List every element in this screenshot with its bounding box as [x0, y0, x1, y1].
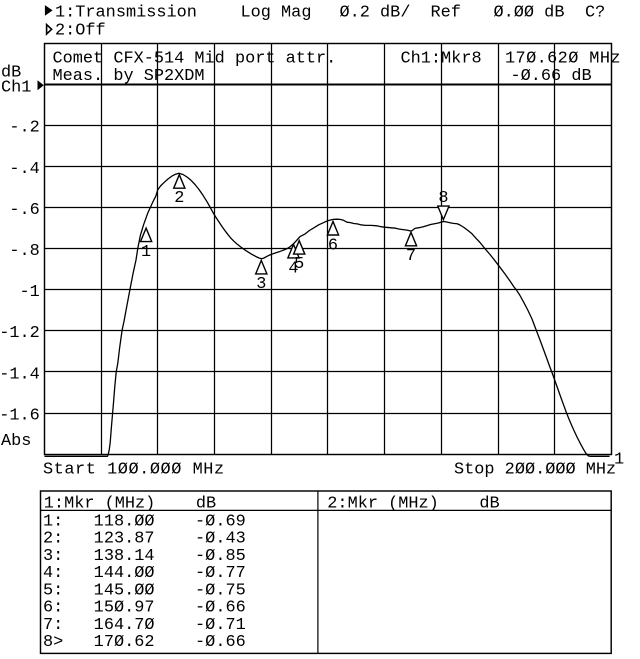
- svg-text:dB: dB: [1, 63, 21, 82]
- svg-text:7: 164.7Ø -Ø.71: 7: 164.7Ø -Ø.71: [43, 616, 246, 635]
- svg-text:8> 17Ø.62 -Ø.66: 8> 17Ø.62 -Ø.66: [43, 633, 246, 652]
- svg-text:Ch1:Mkr8: Ch1:Mkr8: [401, 50, 482, 69]
- svg-text:-.6: -.6: [9, 201, 39, 220]
- svg-text:4: 144.ØØ -Ø.77: 4: 144.ØØ -Ø.77: [43, 564, 246, 583]
- svg-text:Ø.2 dB/: Ø.2 dB/: [340, 3, 411, 22]
- svg-text:8: 8: [438, 189, 448, 208]
- svg-text:1: 1: [614, 451, 624, 470]
- svg-text:Stop 2ØØ.ØØØ MHz: Stop 2ØØ.ØØØ MHz: [454, 461, 616, 480]
- svg-text:7: 7: [406, 247, 416, 266]
- svg-text:1: 118.ØØ -Ø.69: 1: 118.ØØ -Ø.69: [43, 512, 246, 531]
- svg-text:-.2: -.2: [9, 119, 39, 138]
- svg-text:5: 145.ØØ -Ø.75: 5: 145.ØØ -Ø.75: [43, 581, 246, 600]
- svg-text:6: 15Ø.97 -Ø.66: 6: 15Ø.97 -Ø.66: [43, 599, 246, 618]
- svg-text:-Ø.66 dB: -Ø.66 dB: [511, 67, 592, 86]
- svg-text:3: 138.14 -Ø.85: 3: 138.14 -Ø.85: [43, 547, 246, 566]
- svg-text:5: 5: [294, 255, 304, 274]
- svg-text:-1.2: -1.2: [0, 324, 40, 343]
- svg-text:Start 1ØØ.ØØØ MHz: Start 1ØØ.ØØØ MHz: [43, 461, 225, 480]
- svg-text:C?: C?: [585, 3, 605, 22]
- svg-text:-1: -1: [20, 283, 40, 302]
- svg-text:6: 6: [328, 237, 338, 256]
- svg-text:3: 3: [256, 275, 266, 294]
- svg-text:Log Mag: Log Mag: [241, 3, 312, 22]
- svg-text:2:Mkr (MHz) dB: 2:Mkr (MHz) dB: [327, 494, 499, 513]
- svg-text:Ref: Ref: [431, 3, 461, 22]
- svg-text:1: 1: [141, 243, 151, 262]
- svg-text:-1.4: -1.4: [0, 365, 40, 384]
- svg-text:Abs: Abs: [1, 432, 31, 451]
- svg-text:2: 2: [174, 189, 184, 208]
- svg-text:Ø.ØØ dB: Ø.ØØ dB: [494, 3, 565, 22]
- svg-text:Comet CFX-514 Mid port attr.: Comet CFX-514 Mid port attr.: [53, 50, 337, 69]
- svg-text:Meas. by SP2XDM: Meas. by SP2XDM: [53, 67, 205, 86]
- svg-text:2:Off: 2:Off: [55, 22, 106, 41]
- svg-text:-1.6: -1.6: [0, 406, 40, 425]
- svg-text:1:Mkr (MHz) dB: 1:Mkr (MHz) dB: [44, 494, 216, 513]
- svg-text:4: 4: [288, 259, 298, 278]
- svg-text:Ch1: Ch1: [1, 78, 31, 97]
- svg-text:17Ø.62Ø MHz: 17Ø.62Ø MHz: [505, 50, 621, 69]
- svg-text:1:Transmission: 1:Transmission: [55, 3, 197, 22]
- svg-text:-.8: -.8: [9, 242, 39, 261]
- svg-text:-.4: -.4: [9, 160, 39, 179]
- svg-text:2: 123.87 -Ø.43: 2: 123.87 -Ø.43: [43, 530, 246, 549]
